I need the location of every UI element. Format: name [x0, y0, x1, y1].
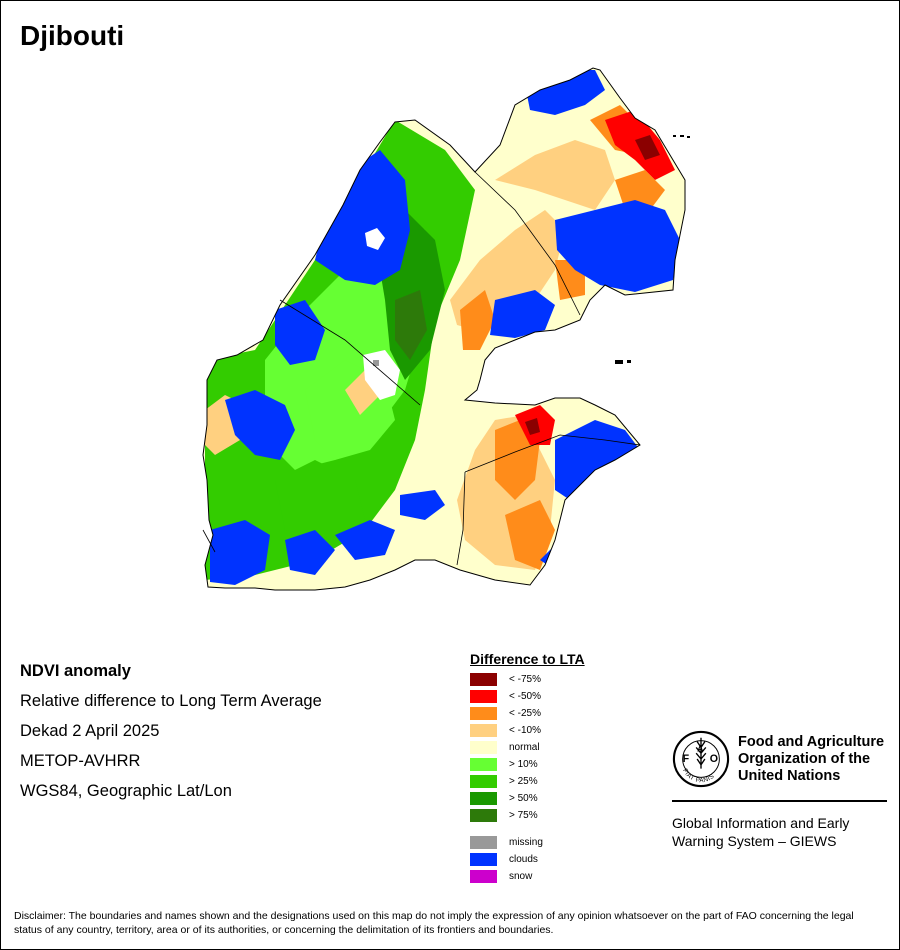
legend-swatch: [470, 870, 497, 883]
legend-item: clouds: [470, 851, 585, 868]
legend-label: > 25%: [509, 776, 538, 787]
legend-swatch: [470, 758, 497, 771]
legend-item: > 75%: [470, 807, 585, 824]
giews-name-line: Global Information and Early: [672, 815, 850, 831]
legend-item: > 10%: [470, 756, 585, 773]
svg-text:A: A: [697, 743, 704, 753]
legend-title: Difference to LTA: [470, 651, 585, 667]
map-legend: Difference to LTA < -75% < -50% < -25% < -1…: [470, 651, 585, 885]
legend-swatch: [470, 809, 497, 822]
map-title: Djibouti: [20, 20, 125, 51]
legend-swatch: [470, 853, 497, 866]
legend-label: normal: [509, 742, 540, 753]
product-description: Relative difference to Long Term Average: [20, 692, 322, 710]
org-name-line: Food and Agriculture: [738, 734, 885, 750]
org-name-line: United Nations: [738, 768, 841, 784]
legend-label: < -10%: [509, 725, 541, 736]
legend-label: snow: [509, 871, 533, 882]
sensor-name: METOP-AVHRR: [20, 752, 141, 770]
projection-name: WGS84, Geographic Lat/Lon: [20, 782, 232, 800]
giews-name: Global Information and Early Warning Sys…: [672, 814, 849, 850]
legend-other: missing clouds snow: [470, 834, 585, 885]
legend-item: < -50%: [470, 688, 585, 705]
legend-label: < -75%: [509, 674, 541, 685]
legend-item: < -10%: [470, 722, 585, 739]
legend-swatch: [470, 690, 497, 703]
legend-label: > 10%: [509, 759, 538, 770]
svg-text:F: F: [683, 753, 690, 765]
svg-text:O: O: [710, 753, 718, 765]
legend-label: clouds: [509, 854, 538, 865]
legend-item: > 25%: [470, 773, 585, 790]
legend-label: < -50%: [509, 691, 541, 702]
legend-swatch: [470, 775, 497, 788]
legend-item: normal: [470, 739, 585, 756]
giews-name-line: Warning System – GIEWS: [672, 833, 837, 849]
legend-item: < -75%: [470, 671, 585, 688]
legend-item: < -25%: [470, 705, 585, 722]
organization-name: Food and Agriculture Organization of the…: [738, 734, 884, 785]
legend-swatch: [470, 724, 497, 737]
legend-swatch: [470, 673, 497, 686]
ndvi-anomaly-map: [202, 67, 690, 591]
legend-swatch: [470, 792, 497, 805]
legend-swatch: [470, 741, 497, 754]
legend-label: missing: [509, 837, 543, 848]
legend-swatch: [470, 707, 497, 720]
legend-item: snow: [470, 868, 585, 885]
fao-emblem-icon: F O A FIAT PANIS: [672, 730, 730, 788]
legend-classes: < -75% < -50% < -25% < -10% normal > 10% > 25%…: [470, 671, 585, 824]
legend-label: > 75%: [509, 810, 538, 821]
legend-label: < -25%: [509, 708, 541, 719]
disclaimer-text: Disclaimer: The boundaries and names sho…: [14, 910, 854, 936]
map-info: NDVI anomaly Relative difference to Long…: [20, 656, 322, 806]
legend-swatch: [470, 836, 497, 849]
legend-label: > 50%: [509, 793, 538, 804]
legend-item: > 50%: [470, 790, 585, 807]
org-name-line: Organization of the: [738, 751, 871, 767]
product-name: NDVI anomaly: [20, 662, 131, 680]
time-period: Dekad 2 April 2025: [20, 722, 160, 740]
logo-divider: [672, 800, 887, 802]
legend-item: missing: [470, 834, 585, 851]
